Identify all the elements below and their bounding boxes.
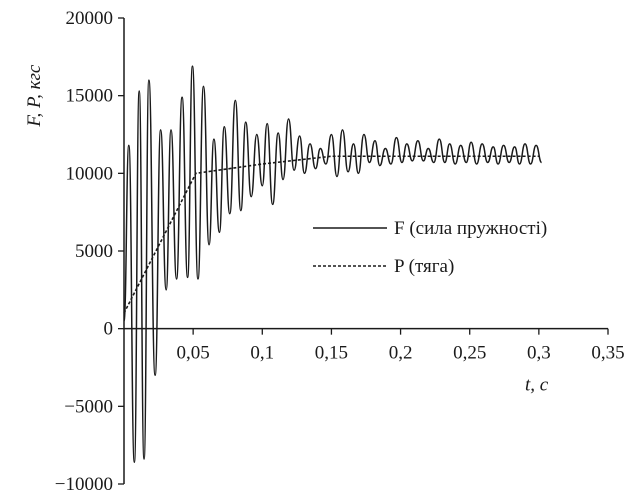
y-tick-label: 0 (104, 319, 114, 340)
y-tick-label: 15000 (66, 86, 114, 107)
y-tick-label: 20000 (66, 8, 114, 29)
axes: −10000 −5000 0 5000 10000 15000 20000 0,05 0,1 0,… (24, 8, 625, 495)
x-tick-label: 0,3 (527, 343, 551, 364)
y-tick-label: −5000 (64, 396, 113, 417)
y-axis-title: F, P, кгс (24, 64, 45, 128)
x-tick-label: 0,25 (453, 343, 486, 364)
x-tick-label: 0,1 (250, 343, 274, 364)
legend-label-0: F (сила пружності) (394, 218, 547, 239)
series-line-1 (123, 155, 539, 314)
y-tick-label: 10000 (66, 163, 114, 184)
y-tick-label: 5000 (75, 241, 113, 262)
x-tick-label: 0,15 (315, 343, 348, 364)
x-axis-title: t, с (525, 375, 549, 396)
x-tick-label: 0,35 (591, 343, 624, 364)
legend: F (сила пружності) P (тяга) (313, 218, 547, 277)
legend-label-1: P (тяга) (394, 256, 454, 277)
x-tick-label: 0,2 (389, 343, 413, 364)
y-tick-label: −10000 (55, 474, 113, 495)
series-layer (123, 65, 543, 463)
series-line-0 (123, 65, 543, 463)
x-tick-label: 0,05 (177, 343, 210, 364)
